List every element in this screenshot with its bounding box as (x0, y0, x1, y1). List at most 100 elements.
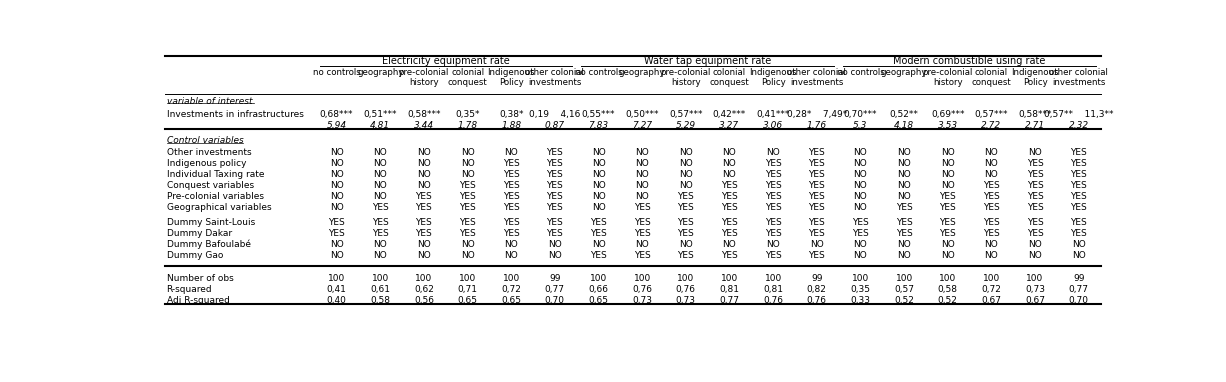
Text: YES: YES (896, 203, 912, 212)
Text: NO: NO (592, 240, 606, 249)
Text: 0,69***: 0,69*** (931, 110, 965, 119)
Text: NO: NO (635, 159, 649, 168)
Text: YES: YES (1070, 218, 1087, 227)
Text: NO: NO (592, 203, 606, 212)
Text: NO: NO (417, 170, 430, 179)
Text: NO: NO (635, 181, 649, 190)
Text: NO: NO (897, 170, 911, 179)
Text: YES: YES (721, 203, 738, 212)
Text: 2,72: 2,72 (981, 121, 1002, 130)
Text: YES: YES (416, 229, 433, 238)
Text: other colonial
investments: other colonial investments (787, 68, 846, 87)
Text: 0,52: 0,52 (894, 296, 915, 305)
Text: NO: NO (940, 170, 955, 179)
Text: NO: NO (330, 192, 343, 201)
Text: NO: NO (897, 181, 911, 190)
Text: 100: 100 (590, 274, 607, 283)
Text: colonial
conquest: colonial conquest (710, 68, 749, 87)
Text: 3,27: 3,27 (720, 121, 739, 130)
Text: pre-colonial
history: pre-colonial history (661, 68, 711, 87)
Text: R-squared: R-squared (167, 285, 212, 294)
Text: NO: NO (679, 148, 693, 157)
Text: YES: YES (983, 203, 999, 212)
Text: 1,78: 1,78 (457, 121, 478, 130)
Text: geography: geography (880, 68, 927, 77)
Text: NO: NO (374, 192, 387, 201)
Text: 0,72: 0,72 (982, 285, 1002, 294)
Text: 0,65: 0,65 (588, 296, 608, 305)
Text: Indigenous
Policy: Indigenous Policy (488, 68, 535, 87)
Text: Adj R-squared: Adj R-squared (167, 296, 229, 305)
Text: Number of obs: Number of obs (167, 274, 233, 283)
Text: 100: 100 (939, 274, 956, 283)
Text: YES: YES (547, 181, 563, 190)
Text: NO: NO (330, 159, 343, 168)
Text: pre-colonial
history: pre-colonial history (923, 68, 973, 87)
Text: 5,29: 5,29 (676, 121, 696, 130)
Text: 0,76: 0,76 (763, 296, 783, 305)
Text: NO: NO (679, 240, 693, 249)
Text: NO: NO (592, 181, 606, 190)
Text: YES: YES (590, 218, 607, 227)
Text: NO: NO (1029, 240, 1042, 249)
Text: YES: YES (808, 159, 825, 168)
Text: NO: NO (461, 170, 474, 179)
Text: 0,51***: 0,51*** (363, 110, 397, 119)
Text: YES: YES (1026, 170, 1043, 179)
Text: YES: YES (1070, 203, 1087, 212)
Text: YES: YES (1070, 192, 1087, 201)
Text: YES: YES (1026, 181, 1043, 190)
Text: 0,73: 0,73 (676, 296, 696, 305)
Text: NO: NO (417, 159, 430, 168)
Text: YES: YES (896, 218, 912, 227)
Text: 0,67: 0,67 (1025, 296, 1045, 305)
Text: NO: NO (853, 159, 867, 168)
Text: NO: NO (330, 148, 343, 157)
Text: YES: YES (460, 203, 476, 212)
Text: YES: YES (547, 229, 563, 238)
Text: NO: NO (679, 159, 693, 168)
Text: NO: NO (853, 148, 867, 157)
Text: geography: geography (619, 68, 666, 77)
Text: NO: NO (853, 181, 867, 190)
Text: YES: YES (503, 159, 520, 168)
Text: 0,67: 0,67 (982, 296, 1002, 305)
Text: 4,18: 4,18 (894, 121, 915, 130)
Text: NO: NO (374, 181, 387, 190)
Text: YES: YES (371, 218, 389, 227)
Text: 0,77: 0,77 (544, 285, 565, 294)
Text: NO: NO (984, 170, 998, 179)
Text: YES: YES (721, 229, 738, 238)
Text: YES: YES (1026, 203, 1043, 212)
Text: YES: YES (634, 251, 651, 260)
Text: YES: YES (1026, 218, 1043, 227)
Text: 0,52: 0,52 (938, 296, 958, 305)
Text: YES: YES (416, 192, 433, 201)
Text: 0,77: 0,77 (1069, 285, 1089, 294)
Text: 100: 100 (634, 274, 651, 283)
Text: 0,56: 0,56 (414, 296, 434, 305)
Text: 0,76: 0,76 (807, 296, 826, 305)
Text: YES: YES (765, 218, 781, 227)
Text: 100: 100 (416, 274, 433, 283)
Text: YES: YES (765, 229, 781, 238)
Text: Geographical variables: Geographical variables (167, 203, 271, 212)
Text: 0,70***: 0,70*** (843, 110, 877, 119)
Text: 100: 100 (895, 274, 912, 283)
Text: pre-colonial
history: pre-colonial history (398, 68, 449, 87)
Text: Control variables: Control variables (167, 136, 243, 145)
Text: 0,87: 0,87 (544, 121, 565, 130)
Text: NO: NO (635, 192, 649, 201)
Text: 0,55***: 0,55*** (582, 110, 615, 119)
Text: YES: YES (808, 170, 825, 179)
Text: 0,73: 0,73 (633, 296, 652, 305)
Text: YES: YES (678, 203, 694, 212)
Text: NO: NO (940, 148, 955, 157)
Text: YES: YES (721, 181, 738, 190)
Text: 0,65: 0,65 (457, 296, 478, 305)
Text: NO: NO (853, 192, 867, 201)
Text: NO: NO (1072, 240, 1085, 249)
Text: NO: NO (504, 148, 519, 157)
Text: YES: YES (808, 181, 825, 190)
Text: YES: YES (678, 251, 694, 260)
